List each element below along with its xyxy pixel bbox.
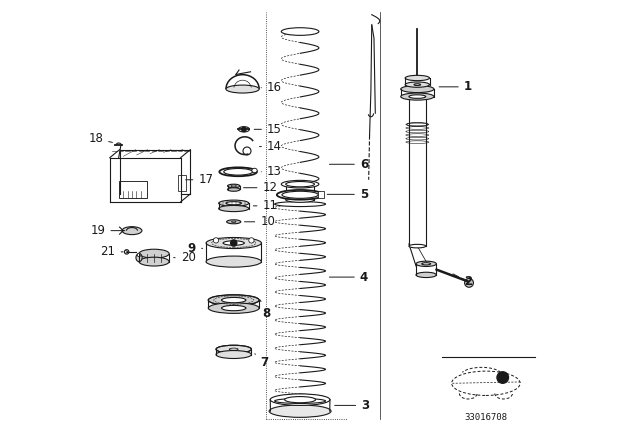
Text: 6: 6 <box>330 158 368 171</box>
Ellipse shape <box>414 84 420 86</box>
Ellipse shape <box>238 127 250 132</box>
Ellipse shape <box>269 405 331 418</box>
Ellipse shape <box>409 244 426 248</box>
Ellipse shape <box>275 202 326 207</box>
Text: 12: 12 <box>244 181 278 194</box>
Ellipse shape <box>401 93 434 100</box>
Ellipse shape <box>139 249 169 258</box>
Ellipse shape <box>416 272 436 277</box>
Ellipse shape <box>277 190 323 200</box>
Ellipse shape <box>139 257 169 266</box>
Ellipse shape <box>208 303 259 313</box>
Circle shape <box>465 278 474 287</box>
Ellipse shape <box>216 345 252 353</box>
Ellipse shape <box>416 261 436 267</box>
Ellipse shape <box>405 75 429 81</box>
Circle shape <box>137 253 141 257</box>
Ellipse shape <box>282 28 319 35</box>
Ellipse shape <box>216 350 252 358</box>
Text: 19: 19 <box>90 224 125 237</box>
Text: 3: 3 <box>335 399 369 412</box>
Ellipse shape <box>219 200 249 206</box>
Ellipse shape <box>282 191 318 198</box>
Text: 5: 5 <box>327 188 368 201</box>
Ellipse shape <box>136 254 142 262</box>
Circle shape <box>230 240 237 246</box>
Circle shape <box>497 372 509 383</box>
Text: 2: 2 <box>453 274 472 288</box>
Bar <box>118 181 147 198</box>
Ellipse shape <box>221 306 246 311</box>
Ellipse shape <box>405 82 429 87</box>
Text: 8: 8 <box>260 300 271 320</box>
Ellipse shape <box>228 184 240 188</box>
Ellipse shape <box>422 263 431 265</box>
Ellipse shape <box>226 202 241 205</box>
Ellipse shape <box>227 220 241 224</box>
Ellipse shape <box>282 181 319 188</box>
Text: 33016708: 33016708 <box>465 413 508 422</box>
Ellipse shape <box>270 394 330 405</box>
Ellipse shape <box>401 86 434 93</box>
Text: 17: 17 <box>186 173 213 186</box>
Text: 10: 10 <box>244 215 275 228</box>
Ellipse shape <box>409 95 426 99</box>
Text: 11: 11 <box>253 199 278 212</box>
Text: 9: 9 <box>188 242 203 255</box>
Text: 13: 13 <box>261 165 282 178</box>
Ellipse shape <box>228 188 240 191</box>
Ellipse shape <box>208 295 259 306</box>
Text: 20: 20 <box>173 251 195 264</box>
Ellipse shape <box>226 85 259 93</box>
Circle shape <box>242 127 246 132</box>
Bar <box>318 191 324 198</box>
Ellipse shape <box>206 256 261 267</box>
Text: 15: 15 <box>254 123 282 136</box>
Ellipse shape <box>221 297 246 303</box>
Ellipse shape <box>275 399 326 404</box>
Ellipse shape <box>206 237 261 249</box>
Ellipse shape <box>122 227 142 235</box>
Ellipse shape <box>285 197 314 202</box>
Ellipse shape <box>285 396 316 403</box>
Text: 16: 16 <box>261 81 282 94</box>
Text: 18: 18 <box>88 132 113 145</box>
Circle shape <box>249 238 254 243</box>
Text: 4: 4 <box>330 271 368 284</box>
Ellipse shape <box>223 241 244 245</box>
Circle shape <box>213 238 219 243</box>
Bar <box>179 175 186 191</box>
Ellipse shape <box>232 221 236 223</box>
Text: 21: 21 <box>100 246 123 258</box>
Ellipse shape <box>219 206 249 211</box>
Ellipse shape <box>231 185 236 187</box>
Ellipse shape <box>285 181 314 187</box>
Text: 7: 7 <box>255 354 268 369</box>
Text: 1: 1 <box>439 80 472 93</box>
Ellipse shape <box>252 168 257 172</box>
Text: 14: 14 <box>259 140 282 153</box>
